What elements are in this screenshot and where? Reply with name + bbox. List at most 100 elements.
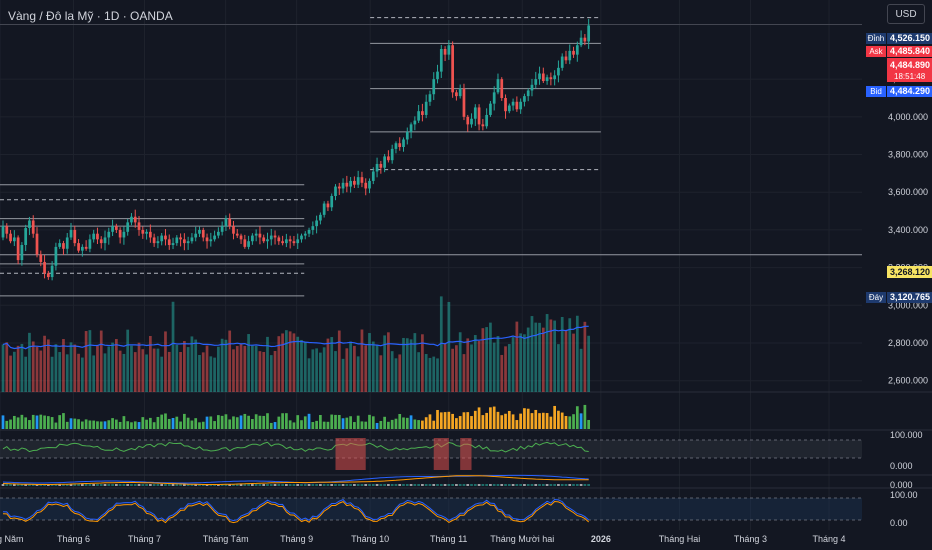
candle[interactable] xyxy=(201,229,205,238)
candle[interactable] xyxy=(515,101,519,110)
candle[interactable] xyxy=(190,237,194,242)
candle[interactable] xyxy=(20,245,24,261)
candle[interactable] xyxy=(269,235,273,240)
candle[interactable] xyxy=(553,75,557,80)
candle[interactable] xyxy=(455,92,458,97)
candle[interactable] xyxy=(572,50,575,55)
candle[interactable] xyxy=(356,177,360,185)
candle[interactable] xyxy=(39,254,43,262)
candle[interactable] xyxy=(156,241,160,244)
candle[interactable] xyxy=(130,216,133,223)
candle[interactable] xyxy=(511,101,515,106)
candle[interactable] xyxy=(224,218,228,227)
candle[interactable] xyxy=(311,226,315,230)
candle[interactable] xyxy=(235,233,239,236)
candle[interactable] xyxy=(65,237,69,249)
candle[interactable] xyxy=(198,229,201,234)
candle[interactable] xyxy=(470,118,473,125)
candle[interactable] xyxy=(462,88,466,117)
candle[interactable] xyxy=(451,45,454,93)
candle[interactable] xyxy=(492,92,496,104)
candle[interactable] xyxy=(96,233,99,240)
candle[interactable] xyxy=(114,226,118,230)
candle[interactable] xyxy=(421,111,424,115)
candle[interactable] xyxy=(545,77,549,82)
candle[interactable] xyxy=(409,124,413,132)
candle[interactable] xyxy=(243,239,247,247)
candle[interactable] xyxy=(232,226,235,234)
candle[interactable] xyxy=(103,237,107,244)
candle[interactable] xyxy=(107,231,111,238)
candle[interactable] xyxy=(519,101,523,110)
candle[interactable] xyxy=(564,56,568,61)
candle[interactable] xyxy=(217,231,220,236)
candle[interactable] xyxy=(447,45,451,55)
candle[interactable] xyxy=(538,73,541,80)
candle[interactable] xyxy=(209,239,213,242)
candle[interactable] xyxy=(254,233,258,236)
candle[interactable] xyxy=(390,148,394,161)
candle[interactable] xyxy=(489,103,492,115)
candle[interactable] xyxy=(436,71,439,80)
candle[interactable] xyxy=(69,229,73,238)
candle[interactable] xyxy=(322,203,326,215)
candle[interactable] xyxy=(557,67,560,76)
candle[interactable] xyxy=(417,111,420,121)
candle[interactable] xyxy=(126,222,130,232)
candle[interactable] xyxy=(9,233,12,242)
candle[interactable] xyxy=(371,171,375,181)
candle[interactable] xyxy=(247,241,250,247)
candle[interactable] xyxy=(1,226,5,238)
candle[interactable] xyxy=(111,226,114,232)
candle[interactable] xyxy=(541,73,545,82)
candle[interactable] xyxy=(277,237,281,242)
candle[interactable] xyxy=(496,79,500,93)
candle[interactable] xyxy=(349,180,352,187)
candle[interactable] xyxy=(145,231,148,234)
candle[interactable] xyxy=(167,239,171,245)
candle[interactable] xyxy=(50,265,54,278)
candle[interactable] xyxy=(262,237,266,242)
candle[interactable] xyxy=(504,98,507,112)
candle[interactable] xyxy=(379,163,383,168)
candle[interactable] xyxy=(424,101,428,115)
candle[interactable] xyxy=(84,246,88,249)
candle[interactable] xyxy=(54,246,58,266)
candle[interactable] xyxy=(186,241,190,244)
candle[interactable] xyxy=(28,220,31,229)
candle[interactable] xyxy=(560,56,564,68)
candle[interactable] xyxy=(439,49,443,72)
candle[interactable] xyxy=(432,79,436,95)
candle[interactable] xyxy=(213,235,216,240)
candle[interactable] xyxy=(160,235,164,242)
candle[interactable] xyxy=(281,241,284,244)
candle[interactable] xyxy=(583,37,587,42)
candle[interactable] xyxy=(266,239,269,242)
candle[interactable] xyxy=(99,239,103,244)
candle[interactable] xyxy=(228,218,232,227)
candle[interactable] xyxy=(443,49,447,55)
candle[interactable] xyxy=(549,77,553,80)
candle[interactable] xyxy=(394,143,398,149)
candle[interactable] xyxy=(58,243,62,247)
candle[interactable] xyxy=(62,243,65,249)
candle[interactable] xyxy=(330,196,334,208)
candle[interactable] xyxy=(368,180,371,189)
candle[interactable] xyxy=(194,233,198,238)
candle[interactable] xyxy=(402,139,405,147)
candle[interactable] xyxy=(428,94,432,102)
candle[interactable] xyxy=(458,88,462,97)
candle[interactable] xyxy=(523,96,526,102)
candle[interactable] xyxy=(175,237,179,244)
candle[interactable] xyxy=(88,239,92,249)
candle[interactable] xyxy=(530,84,534,91)
candle[interactable] xyxy=(220,226,224,232)
candle[interactable] xyxy=(337,186,341,189)
candle[interactable] xyxy=(334,186,337,196)
candle[interactable] xyxy=(507,105,511,112)
candle[interactable] xyxy=(353,180,356,185)
candle[interactable] xyxy=(80,246,84,251)
candle[interactable] xyxy=(73,229,77,244)
candle[interactable] xyxy=(137,222,141,230)
